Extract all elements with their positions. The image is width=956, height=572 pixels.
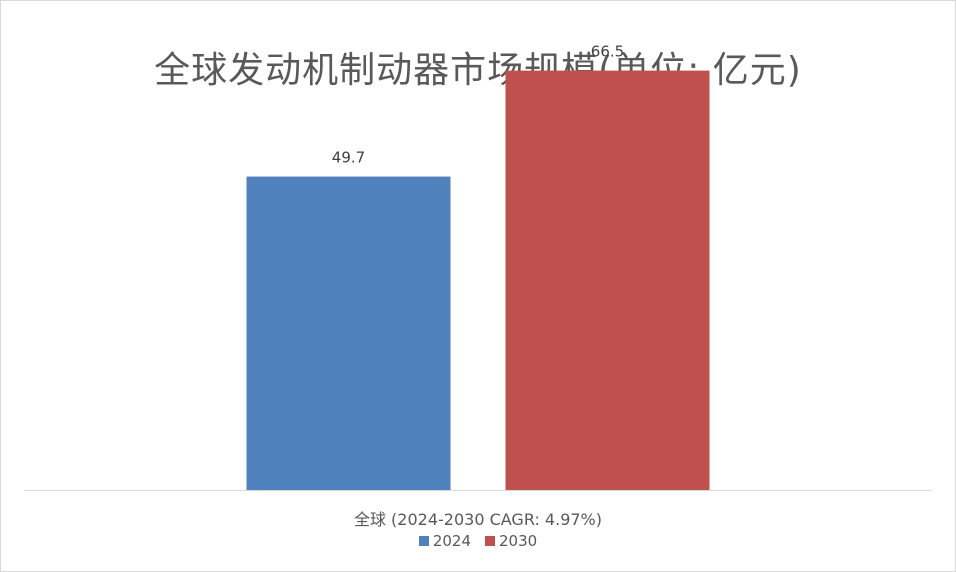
bars-layer: [246, 70, 710, 491]
data-labels-layer: 49.7 66.5: [332, 43, 624, 167]
data-label-2024: 49.7: [332, 149, 365, 167]
data-label-2030: 66.5: [591, 43, 624, 61]
legend-label-2030: 2030: [499, 532, 538, 550]
legend-item-2030: 2030: [485, 532, 537, 550]
bar-2030: [505, 70, 710, 491]
category-label: 全球 (2024-2030 CAGR: 4.97%): [353, 510, 603, 529]
legend: 2024 2030: [1, 532, 955, 550]
legend-swatch-2024: [418, 536, 429, 546]
legend-item-2024: 2024: [418, 532, 471, 550]
legend-label-2024: 2024: [432, 532, 471, 550]
legend-swatch-2030: [485, 536, 495, 546]
bar-2024: [246, 176, 451, 491]
